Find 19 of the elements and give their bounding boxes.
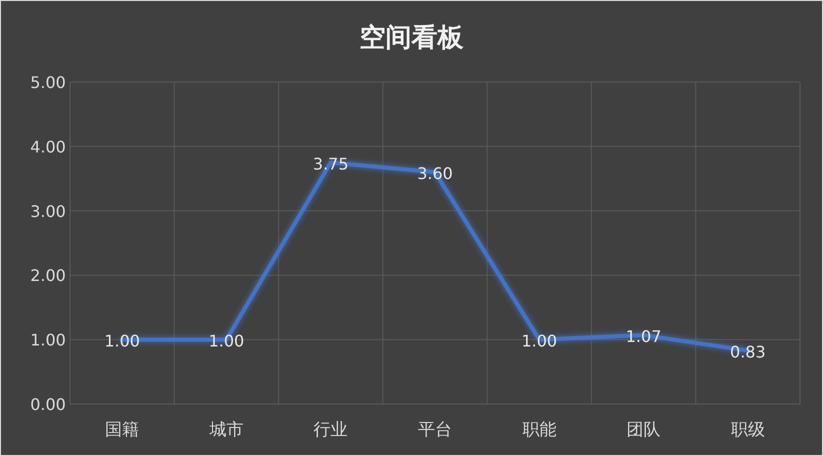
y-tick-label: 5.00 [30,73,66,92]
data-label: 1.00 [104,332,140,351]
y-tick-label: 2.00 [30,266,66,286]
x-tick-label: 平台 [418,420,452,440]
data-label: 3.75 [312,154,349,174]
x-tick-label: 职级 [730,420,765,440]
data-label: 1.07 [626,327,662,346]
x-tick-label: 国籍 [105,420,140,440]
x-tick-label: 行业 [314,420,348,440]
data-label: 0.83 [730,342,766,362]
data-label: 1.00 [208,332,244,351]
x-tick-label: 城市 [208,420,244,440]
y-tick-label: 4.00 [30,137,66,156]
x-tick-label: 团队 [626,420,661,440]
x-tick-label: 职能 [522,420,556,440]
y-tick-label: 1.00 [30,330,66,350]
chart-title: 空间看板 [360,23,464,53]
y-tick-label: 0.00 [30,395,66,414]
y-tick-label: 3.00 [30,202,66,221]
